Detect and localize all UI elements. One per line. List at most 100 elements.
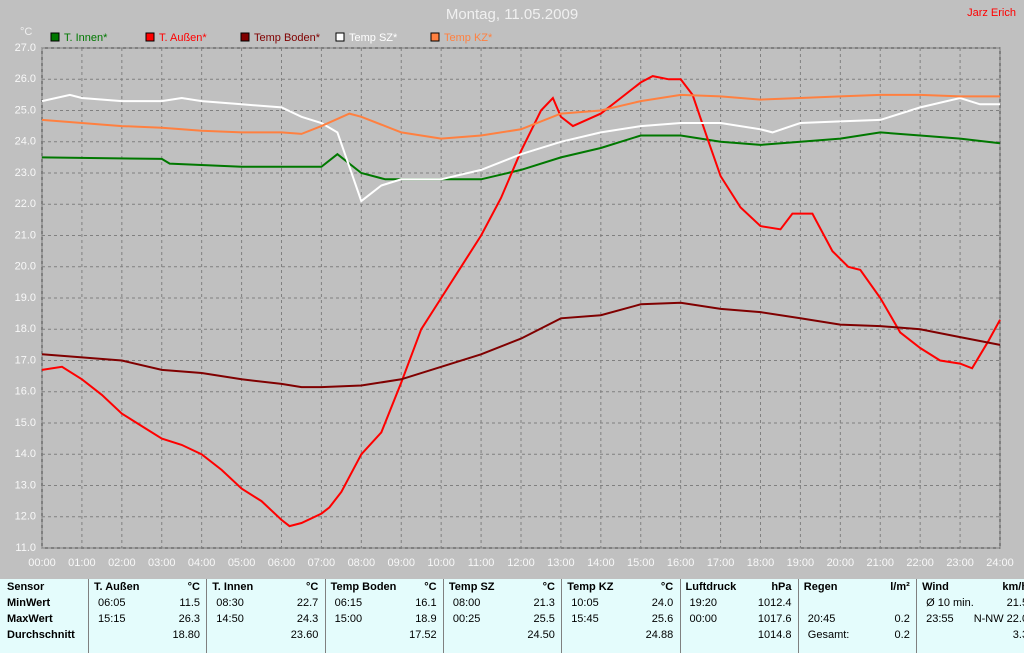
legend-swatch: [50, 32, 60, 42]
group-name: Regen: [803, 581, 838, 593]
legend-swatch: [430, 32, 440, 42]
x-tick-label: 07:00: [308, 557, 336, 569]
x-tick-label: 22:00: [906, 557, 934, 569]
column-separator: [206, 579, 208, 653]
x-tick-label: 24:00: [986, 557, 1014, 569]
cell-value: 0.2: [894, 629, 910, 641]
group-unit: °C: [424, 581, 437, 593]
cell-time: 00:00: [689, 613, 718, 625]
group-name: Temp KZ: [567, 581, 614, 593]
cell-value: 1012.4: [757, 597, 792, 609]
cell-value: N-NW 22.0: [973, 613, 1024, 625]
x-tick-label: 10:00: [427, 557, 455, 569]
y-tick-label: 27.0: [15, 42, 36, 54]
y-tick-label: 20.0: [15, 261, 36, 273]
x-tick-label: 12:00: [507, 557, 535, 569]
x-tick-label: 15:00: [627, 557, 655, 569]
x-tick-label: 04:00: [188, 557, 216, 569]
y-tick-label: 13.0: [15, 479, 36, 491]
y-tick-label: 14.0: [15, 448, 36, 460]
legend-swatch: [335, 32, 345, 42]
cell-value: 24.0: [651, 597, 674, 609]
y-tick-label: 11.0: [15, 542, 36, 554]
cell-time: 08:30: [216, 597, 244, 609]
cell-value: 18.9: [415, 613, 437, 625]
cell-value: 0.2: [894, 613, 910, 625]
cell-time: Ø 10 min.: [926, 597, 974, 609]
cell-value: 3.3: [1012, 629, 1024, 641]
x-tick-label: 00:00: [28, 557, 56, 569]
x-tick-label: 18:00: [747, 557, 775, 569]
cell-value: 16.1: [415, 597, 437, 609]
column-separator: [561, 579, 563, 653]
y-tick-label: 18.0: [15, 323, 36, 335]
legend-label: Temp Boden*: [254, 32, 321, 44]
x-tick-label: 20:00: [827, 557, 855, 569]
cell-time: 06:15: [334, 597, 363, 609]
cell-time: 19:20: [689, 597, 718, 609]
cell-value: 21.3: [533, 597, 555, 609]
group-unit: hPa: [771, 581, 792, 593]
cell-time: 23:55: [926, 613, 954, 625]
y-tick-label: 15.0: [15, 417, 36, 429]
cell-value: 25.6: [651, 613, 674, 625]
cell-value: 18.80: [172, 629, 200, 641]
x-tick-label: 08:00: [348, 557, 376, 569]
x-tick-label: 14:00: [587, 557, 615, 569]
cell-time: 10:05: [571, 597, 599, 609]
cell-time: 15:15: [98, 613, 126, 625]
cell-time: Gesamt:: [807, 629, 850, 641]
y-tick-label: 16.0: [15, 386, 36, 398]
cell-value: 1014.8: [757, 629, 792, 641]
legend-label: Temp KZ*: [444, 32, 493, 44]
x-tick-label: 16:00: [667, 557, 695, 569]
group-name: Temp SZ: [448, 581, 495, 593]
group-name: Wind: [922, 581, 949, 593]
series-line: [41, 93, 1000, 140]
series-line: [41, 301, 1001, 389]
cell-value: 23.60: [290, 629, 319, 641]
legend-swatch: [240, 32, 250, 42]
y-tick-label: 24.0: [15, 136, 36, 148]
group-unit: °C: [660, 581, 674, 593]
group-unit: °C: [187, 581, 200, 593]
group-unit: km/h: [1002, 581, 1024, 593]
cell-value: 24.50: [527, 629, 555, 641]
y-tick-label: 22.0: [15, 198, 36, 210]
group-unit: l/m²: [890, 581, 910, 593]
column-separator: [679, 579, 681, 653]
row-label: Durchschnitt: [7, 629, 75, 641]
y-tick-label: 21.0: [15, 229, 36, 241]
column-separator: [442, 579, 444, 653]
legend-label: T. Innen*: [64, 32, 108, 44]
x-tick-label: 23:00: [946, 557, 974, 569]
x-tick-label: 17:00: [707, 557, 735, 569]
series-line: [41, 75, 1001, 528]
x-tick-label: 01:00: [68, 557, 96, 569]
cell-time: 20:45: [807, 613, 836, 625]
author: Jarz Erich: [967, 7, 1016, 19]
row-label: MaxWert: [7, 613, 53, 625]
group-unit: °C: [305, 581, 319, 593]
x-tick-label: 06:00: [268, 557, 296, 569]
column-separator: [88, 579, 89, 653]
row-label: MinWert: [7, 597, 51, 609]
stats-table: Sensor MinWert MaxWert Durchschnitt T. Außen…: [0, 579, 1024, 653]
cell-time: 15:00: [334, 613, 363, 625]
y-tick-label: 17.0: [15, 354, 36, 366]
row-label: Sensor: [7, 581, 45, 593]
legend-label: Temp SZ*: [349, 32, 398, 44]
x-tick-label: 09:00: [387, 557, 415, 569]
cell-value: 22.7: [296, 597, 319, 609]
group-unit: °C: [542, 581, 555, 593]
series-line: [41, 93, 1000, 203]
column-separator: [916, 579, 918, 653]
column-separator: [797, 579, 799, 653]
cell-value: 24.3: [296, 613, 319, 625]
cell-value: 25.5: [533, 613, 555, 625]
x-tick-label: 19:00: [787, 557, 815, 569]
chart: Montag, 11.05.2009 Jarz Erich °C 11.0 12.…: [15, 6, 1016, 569]
y-tick-label: 25.0: [15, 104, 36, 116]
y-tick-label: 23.0: [15, 167, 36, 179]
cell-time: 00:25: [452, 613, 481, 625]
